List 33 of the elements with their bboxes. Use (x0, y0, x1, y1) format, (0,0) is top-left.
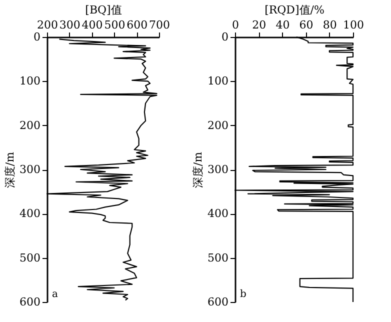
x-tick-label: 60 (299, 18, 314, 32)
y-tick-label: 500 (20, 251, 40, 264)
x-tick-label: 0 (232, 18, 239, 32)
x-tick-label: 100 (343, 18, 364, 32)
y-axis-title: 深度/m (4, 151, 17, 188)
x-tick-label: 500 (104, 18, 126, 32)
y-tick-label: 600 (20, 296, 40, 308)
annotation: a (52, 289, 58, 300)
x-tick-label: 80 (322, 18, 337, 32)
y-tick-label: 400 (208, 207, 228, 220)
x-axis-title: [RQD]值/% (264, 4, 324, 16)
y-tick-label: 300 (20, 163, 40, 176)
x-tick-label: 40 (276, 18, 290, 32)
x-tick-label: 700 (149, 18, 170, 32)
x-axis-title: [BQ]值 (85, 4, 122, 16)
y-tick-label: 600 (208, 296, 228, 308)
y-tick-label: 400 (20, 207, 40, 220)
y-tick-label: 200 (208, 118, 228, 132)
line-series (234, 36, 354, 303)
y-tick-label: 0 (222, 30, 228, 44)
x-tick-label: 300 (59, 18, 80, 32)
annotation: b (240, 289, 246, 300)
y-tick-label: 300 (208, 163, 228, 176)
y-tick-label: 100 (20, 74, 40, 88)
x-tick-label: 400 (82, 18, 103, 32)
y-tick-label: 200 (20, 118, 40, 132)
x-tick-label: 200 (37, 18, 58, 32)
x-tick-label: 600 (126, 18, 148, 32)
y-tick-label: 0 (34, 30, 40, 44)
y-tick-label: 100 (208, 74, 228, 88)
y-tick-label: 500 (208, 251, 228, 264)
y-axis-title: 深度/m (192, 151, 205, 188)
x-tick-label: 20 (252, 18, 266, 32)
